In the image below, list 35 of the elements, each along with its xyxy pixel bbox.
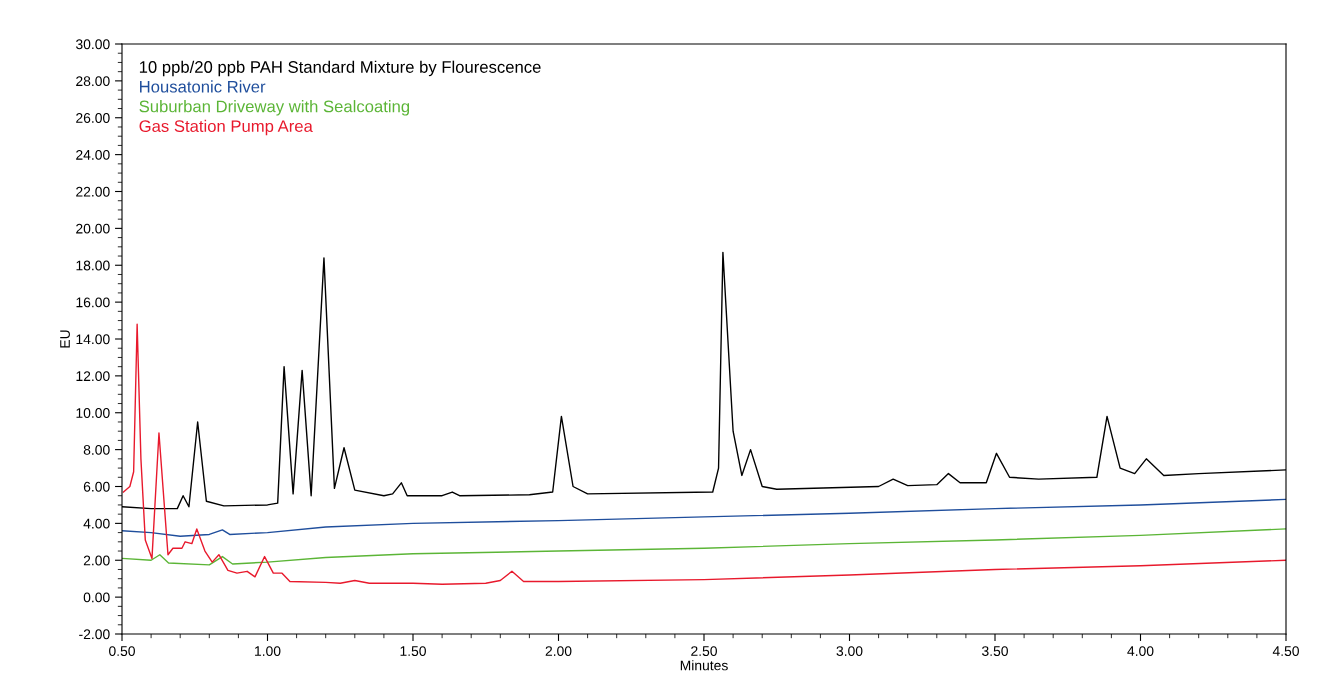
y-tick-label: 8.00 bbox=[83, 444, 110, 455]
x-tick-label: 0.50 bbox=[109, 646, 135, 657]
x-tick-label: 4.00 bbox=[1127, 646, 1154, 657]
text: Housatonic River bbox=[140, 80, 266, 93]
y-axis-title: EU bbox=[60, 330, 70, 348]
x-tick-label: 4.50 bbox=[1272, 646, 1299, 657]
x-tick-label: 1.00 bbox=[255, 646, 281, 657]
x-tick-label: 1.50 bbox=[400, 646, 426, 657]
y-tick-label: 28.00 bbox=[76, 76, 110, 87]
y-tick-label: 16.00 bbox=[76, 297, 110, 308]
y-tick-label: 24.00 bbox=[76, 149, 110, 160]
line-series bbox=[122, 498, 1286, 537]
x-axis-title: Minutes bbox=[680, 660, 728, 671]
y-tick-label: 18.00 bbox=[76, 260, 110, 271]
x-tick-label: 3.00 bbox=[836, 646, 863, 657]
y-tick-label: 20.00 bbox=[76, 223, 110, 234]
text: 10 ppb/20 ppb PAH Standard Mixture by Flourescence bbox=[139, 60, 541, 77]
y-tick-label: -2.00 bbox=[79, 629, 110, 640]
y-tick-label: 10.00 bbox=[76, 408, 110, 418]
text: Suburban Driveway with Sealcoating bbox=[139, 100, 410, 116]
y-tick-label: 2.00 bbox=[83, 555, 110, 566]
y-tick-label: 30.00 bbox=[75, 39, 110, 50]
x-tick-label: 3.50 bbox=[982, 646, 1008, 657]
y-tick-label: 12.00 bbox=[76, 371, 110, 382]
x-tick-label: 2.50 bbox=[691, 646, 717, 657]
y-tick-label: 6.00 bbox=[83, 481, 110, 492]
line-series bbox=[122, 528, 1286, 566]
x-tick-label: 2.00 bbox=[545, 646, 572, 657]
line-series bbox=[122, 323, 1286, 585]
y-tick-label: 14.00 bbox=[76, 334, 110, 345]
y-tick-label: 22.00 bbox=[76, 186, 110, 197]
y-tick-label: 0.00 bbox=[83, 592, 110, 603]
y-tick-label: 4.00 bbox=[83, 518, 110, 529]
y-tick-label: 26.00 bbox=[76, 113, 110, 123]
text: Gas Station Pump Area bbox=[139, 119, 313, 136]
